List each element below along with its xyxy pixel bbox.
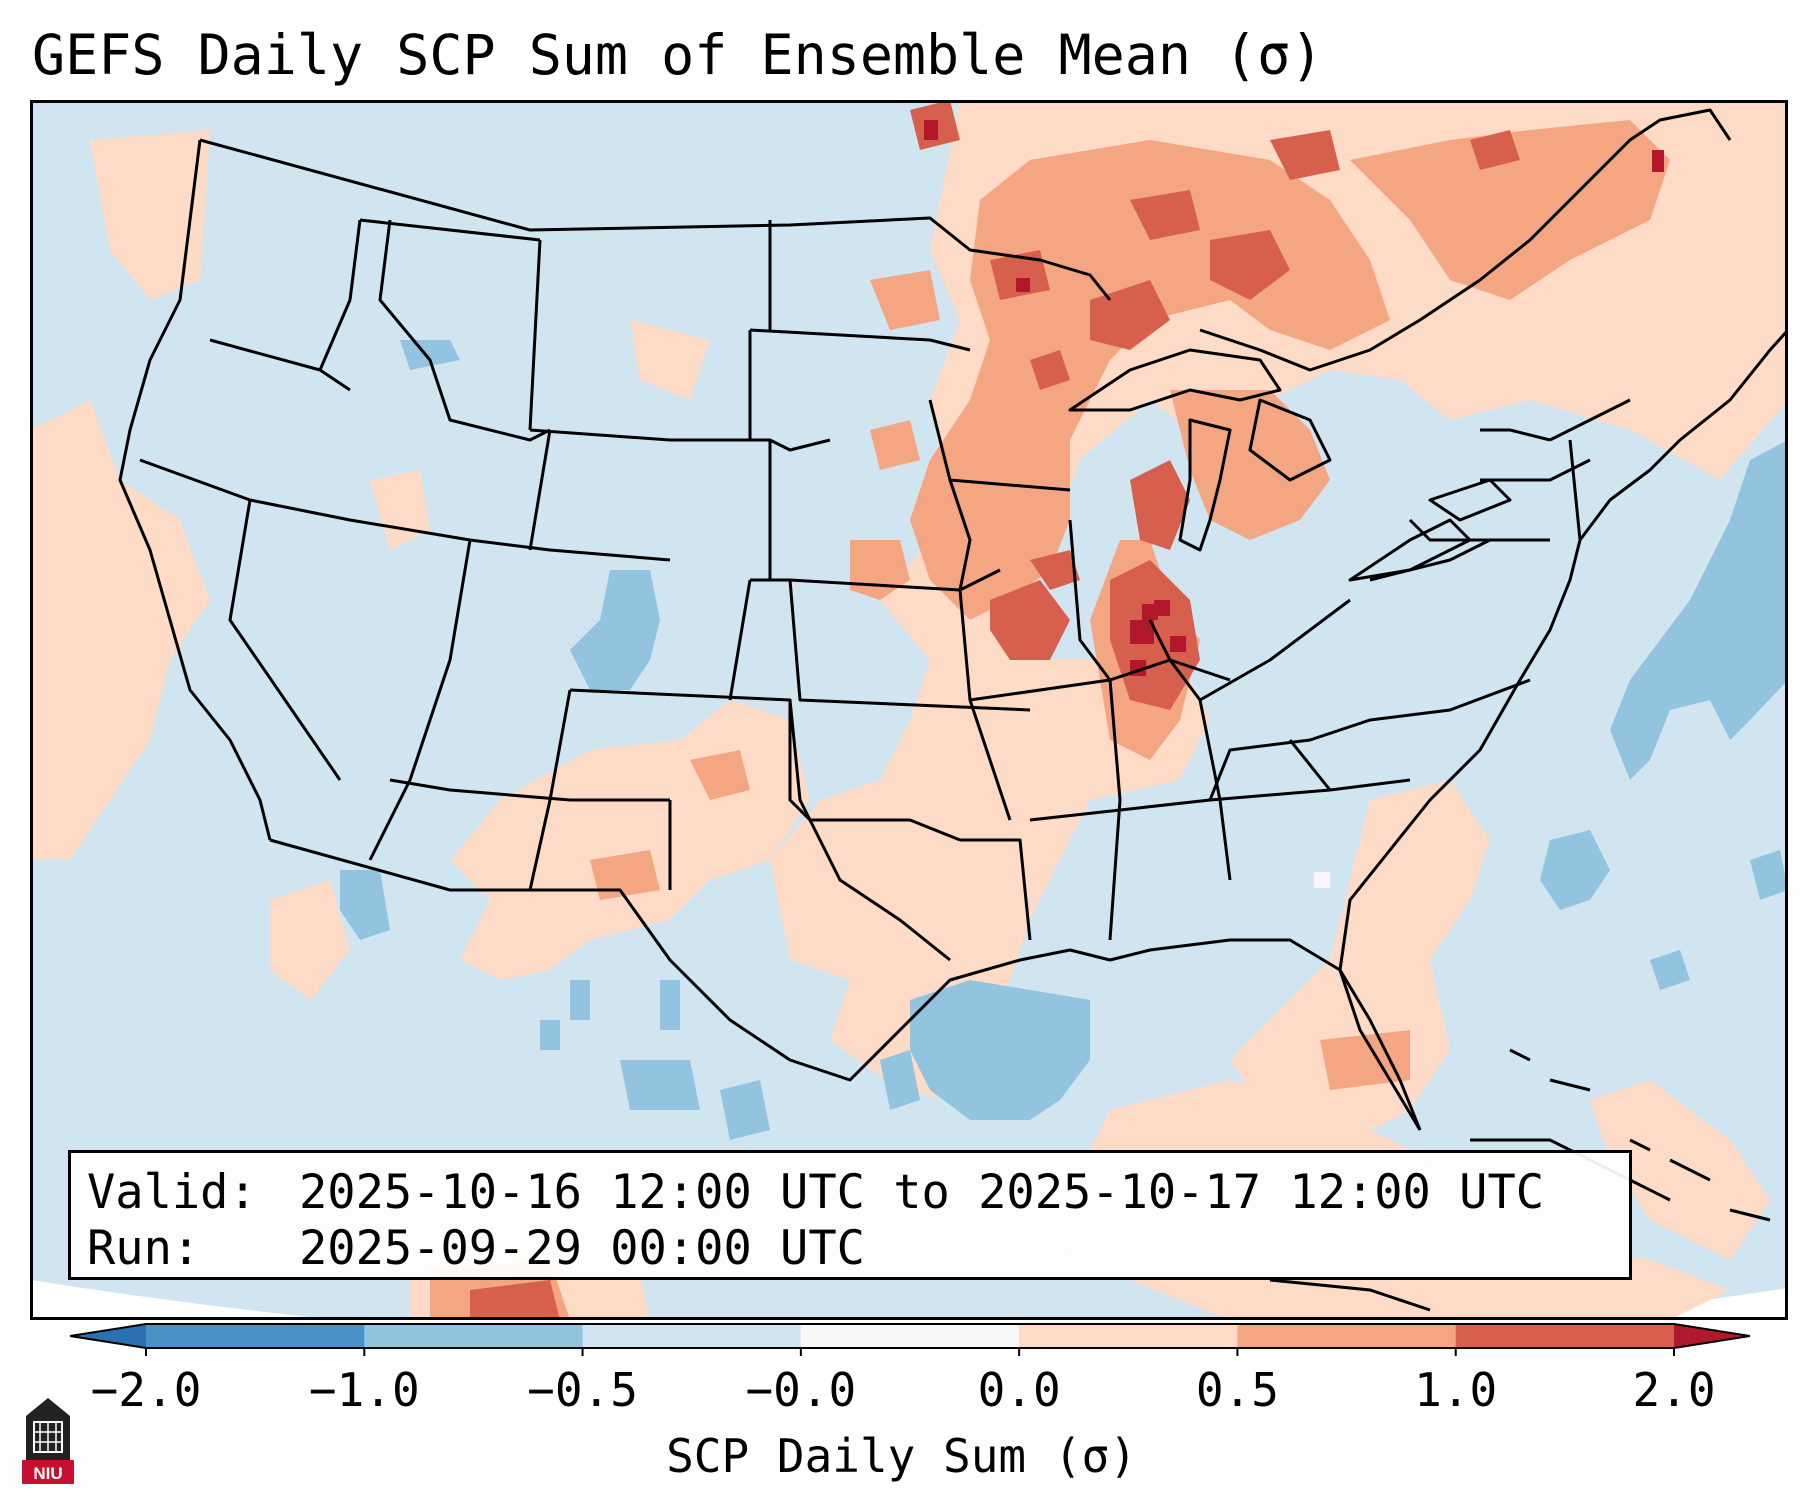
- anomaly-near-zero: [1314, 872, 1330, 888]
- colorbar-bin: [800, 1324, 1020, 1348]
- run-line: Run: 2025-09-29 00:00 UTC: [87, 1221, 1613, 1277]
- scp-map: [30, 100, 1788, 1320]
- colorbar-bin: [1237, 1324, 1457, 1348]
- run-label: Run:: [87, 1221, 201, 1276]
- state-boundaries: [118, 108, 1788, 1131]
- anomaly-moderate-negative: [340, 340, 1788, 1140]
- anomaly-extreme-positive: [924, 120, 1664, 676]
- colorbar: [70, 1323, 1750, 1356]
- valid-label: Valid:: [87, 1165, 257, 1220]
- colorbar-tick-label: −2.0: [90, 1363, 202, 1417]
- colorbar-tick-label: 1.0: [1414, 1363, 1498, 1417]
- logo-badge: [22, 1460, 74, 1484]
- colorbar-tick-label: 2.0: [1632, 1363, 1716, 1417]
- logo-text: NIU: [33, 1464, 62, 1483]
- colorbar-under-extension: [70, 1324, 146, 1348]
- niu-logo: NIU: [22, 1398, 74, 1484]
- colorbar-bin: [582, 1324, 802, 1348]
- run-value: 2025-09-29 00:00 UTC: [299, 1221, 865, 1276]
- colorbar-tick-label: −1.0: [308, 1363, 420, 1417]
- valid-value: 2025-10-16 12:00 UTC to 2025-10-17 12:00…: [299, 1165, 1545, 1220]
- valid-line: Valid: 2025-10-16 12:00 UTC to 2025-10-17…: [87, 1165, 1613, 1221]
- colorbar-tick-label: −0.5: [527, 1363, 638, 1417]
- colorbar-bin: [1455, 1324, 1675, 1348]
- colorbar-tick-label: 0.0: [977, 1363, 1061, 1417]
- valid-run-info-box: Valid: 2025-10-16 12:00 UTC to 2025-10-17…: [68, 1150, 1632, 1280]
- colorbar-bin: [364, 1324, 584, 1348]
- colorbar-over-extension: [1674, 1324, 1750, 1348]
- colorbar-tick-label: 0.5: [1195, 1363, 1279, 1417]
- colorbar-tick-label: −0.0: [745, 1363, 857, 1417]
- colorbar-bin: [1019, 1324, 1238, 1348]
- colorbar-bin: [146, 1324, 365, 1348]
- colorbar-label: SCP Daily Sum (σ): [666, 1429, 1137, 1483]
- chart-title: GEFS Daily SCP Sum of Ensemble Mean (σ): [32, 23, 1324, 87]
